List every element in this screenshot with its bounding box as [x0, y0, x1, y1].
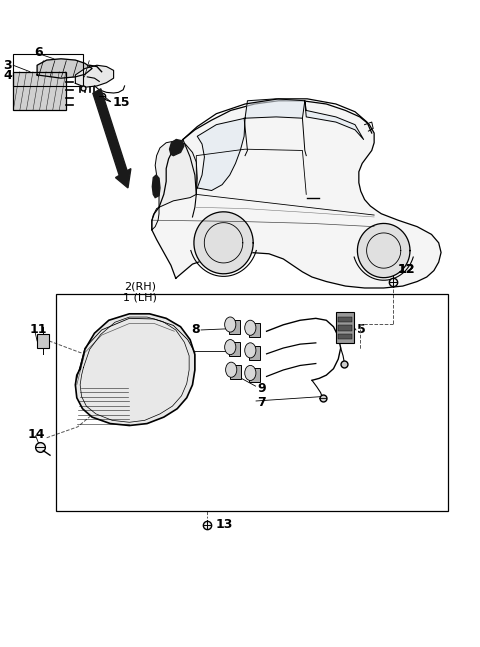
- Text: 5: 5: [358, 324, 366, 336]
- Text: 3: 3: [3, 59, 12, 72]
- Bar: [338, 317, 352, 322]
- Polygon shape: [305, 101, 364, 140]
- Bar: [250, 368, 260, 382]
- Text: 8: 8: [191, 324, 200, 336]
- Text: 14: 14: [27, 428, 45, 441]
- Text: 1 (LH): 1 (LH): [123, 292, 157, 303]
- Bar: [13, 54, 83, 86]
- Polygon shape: [245, 99, 305, 118]
- Text: 10: 10: [175, 344, 192, 357]
- Bar: [250, 323, 260, 337]
- Circle shape: [225, 317, 236, 332]
- Circle shape: [245, 366, 256, 380]
- Bar: [336, 312, 354, 343]
- Bar: [37, 334, 49, 348]
- Bar: [56, 294, 448, 510]
- Text: 2(RH): 2(RH): [124, 281, 156, 292]
- Text: 9: 9: [257, 382, 265, 395]
- Text: 7: 7: [257, 396, 266, 409]
- Polygon shape: [358, 223, 410, 278]
- Text: 12: 12: [398, 263, 416, 276]
- Text: 6: 6: [34, 46, 42, 59]
- Polygon shape: [75, 314, 195, 426]
- Text: 11: 11: [30, 323, 48, 336]
- FancyArrow shape: [93, 89, 131, 188]
- Polygon shape: [152, 175, 160, 197]
- Polygon shape: [197, 118, 245, 190]
- Bar: [13, 72, 66, 111]
- Circle shape: [225, 340, 236, 355]
- Polygon shape: [194, 212, 253, 274]
- Text: 13: 13: [216, 518, 233, 531]
- Bar: [229, 342, 240, 356]
- Polygon shape: [169, 140, 184, 156]
- Circle shape: [245, 343, 256, 358]
- Circle shape: [226, 362, 237, 377]
- Circle shape: [245, 320, 256, 335]
- Bar: [338, 334, 352, 339]
- Bar: [229, 320, 240, 334]
- Text: 4: 4: [3, 69, 12, 82]
- Polygon shape: [152, 101, 441, 288]
- Polygon shape: [155, 141, 197, 207]
- Polygon shape: [75, 65, 114, 87]
- Text: 12: 12: [398, 263, 416, 276]
- Bar: [338, 325, 352, 331]
- Polygon shape: [37, 59, 92, 78]
- Bar: [230, 365, 240, 379]
- Bar: [250, 345, 260, 360]
- Text: 15: 15: [112, 96, 130, 109]
